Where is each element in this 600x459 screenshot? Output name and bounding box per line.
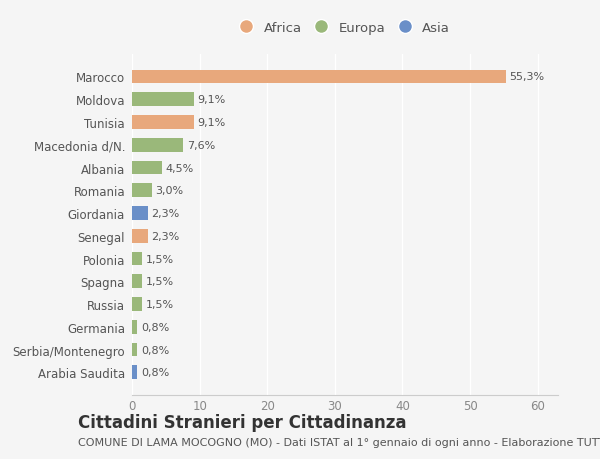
Text: 0,8%: 0,8% xyxy=(141,322,169,332)
Bar xyxy=(132,161,163,175)
Text: COMUNE DI LAMA MOCOGNO (MO) - Dati ISTAT al 1° gennaio di ogni anno - Elaborazio: COMUNE DI LAMA MOCOGNO (MO) - Dati ISTAT… xyxy=(78,437,600,447)
Bar xyxy=(132,139,184,152)
Text: 4,5%: 4,5% xyxy=(166,163,194,173)
Text: 0,8%: 0,8% xyxy=(141,368,169,377)
Bar xyxy=(132,93,194,107)
Text: 0,8%: 0,8% xyxy=(141,345,169,355)
Text: 1,5%: 1,5% xyxy=(146,254,173,264)
Text: 2,3%: 2,3% xyxy=(151,208,179,218)
Bar xyxy=(132,343,137,357)
Bar xyxy=(132,366,137,379)
Bar xyxy=(132,71,506,84)
Bar xyxy=(132,230,148,243)
Text: 1,5%: 1,5% xyxy=(146,277,173,287)
Legend: Africa, Europa, Asia: Africa, Europa, Asia xyxy=(236,17,454,39)
Bar xyxy=(132,184,152,198)
Text: 9,1%: 9,1% xyxy=(197,118,225,128)
Bar xyxy=(132,116,194,129)
Bar xyxy=(132,252,142,266)
Bar xyxy=(132,207,148,220)
Text: 9,1%: 9,1% xyxy=(197,95,225,105)
Bar xyxy=(132,320,137,334)
Text: 55,3%: 55,3% xyxy=(509,73,544,82)
Text: 1,5%: 1,5% xyxy=(146,299,173,309)
Text: 3,0%: 3,0% xyxy=(155,186,184,196)
Text: 2,3%: 2,3% xyxy=(151,231,179,241)
Bar xyxy=(132,297,142,311)
Text: 7,6%: 7,6% xyxy=(187,140,215,151)
Bar xyxy=(132,275,142,289)
Text: Cittadini Stranieri per Cittadinanza: Cittadini Stranieri per Cittadinanza xyxy=(78,413,407,431)
